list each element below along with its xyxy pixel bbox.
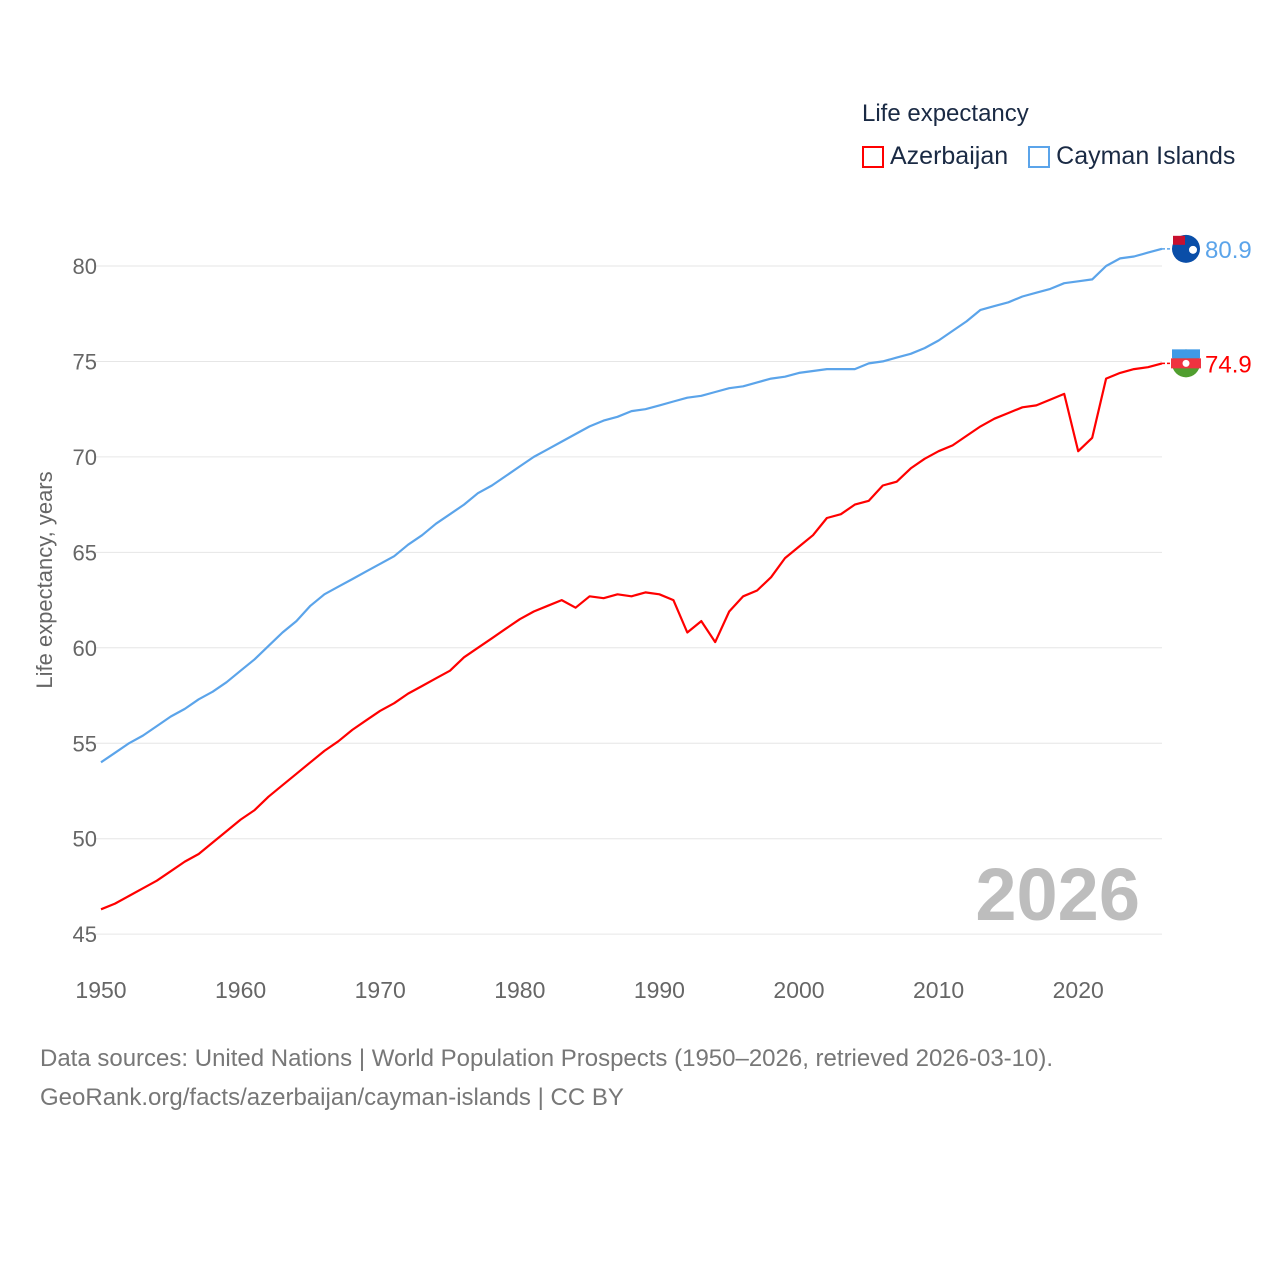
y-tick-label: 65 <box>73 540 97 565</box>
flag-crest <box>1189 245 1197 254</box>
y-tick-label: 50 <box>73 827 97 852</box>
source-note: Data sources: United Nations | World Pop… <box>40 1045 1054 1072</box>
y-tick-label: 80 <box>73 254 97 279</box>
legend-label: Azerbaijan <box>890 142 1009 170</box>
legend-title: Life expectancy <box>862 100 1029 127</box>
y-axis-title: Life expectancy, years <box>32 471 57 688</box>
legend-label: Cayman Islands <box>1056 142 1236 170</box>
series-line-azerbaijan <box>100 362 1163 911</box>
y-tick-label: 55 <box>73 731 97 756</box>
flag-union-jack <box>1173 235 1185 245</box>
x-tick-label: 1960 <box>215 977 266 1003</box>
legend-swatch <box>862 145 884 168</box>
y-tick-label: 70 <box>73 445 97 470</box>
legend-item-azerbaijan[interactable]: Azerbaijan <box>862 142 1008 171</box>
x-tick-label: 2000 <box>773 977 824 1003</box>
legend-item-cayman-islands[interactable]: Cayman Islands <box>1028 142 1235 171</box>
end-value-label: 80.9 <box>1205 237 1252 264</box>
x-tick-label: 2020 <box>1053 977 1104 1003</box>
x-tick-label: 1970 <box>355 977 406 1003</box>
year-watermark: 2026 <box>975 853 1140 936</box>
end-value-label: 74.9 <box>1205 351 1252 378</box>
x-tick-label: 2010 <box>913 977 964 1003</box>
series-line-cayman-islands <box>100 247 1163 764</box>
y-tick-label: 75 <box>73 349 97 374</box>
flag-crescent <box>1182 359 1190 367</box>
flag-stripe <box>1172 349 1200 359</box>
legend: Azerbaijan Cayman Islands <box>862 142 1235 171</box>
x-tick-label: 1990 <box>634 977 685 1003</box>
x-tick-label: 1950 <box>75 977 126 1003</box>
y-tick-label: 60 <box>73 636 97 661</box>
legend-swatch <box>1028 145 1051 168</box>
y-tick-label: 45 <box>73 922 97 947</box>
source-link[interactable]: GeoRank.org/facts/azerbaijan/cayman-isla… <box>40 1084 624 1111</box>
x-tick-label: 1980 <box>494 977 545 1003</box>
